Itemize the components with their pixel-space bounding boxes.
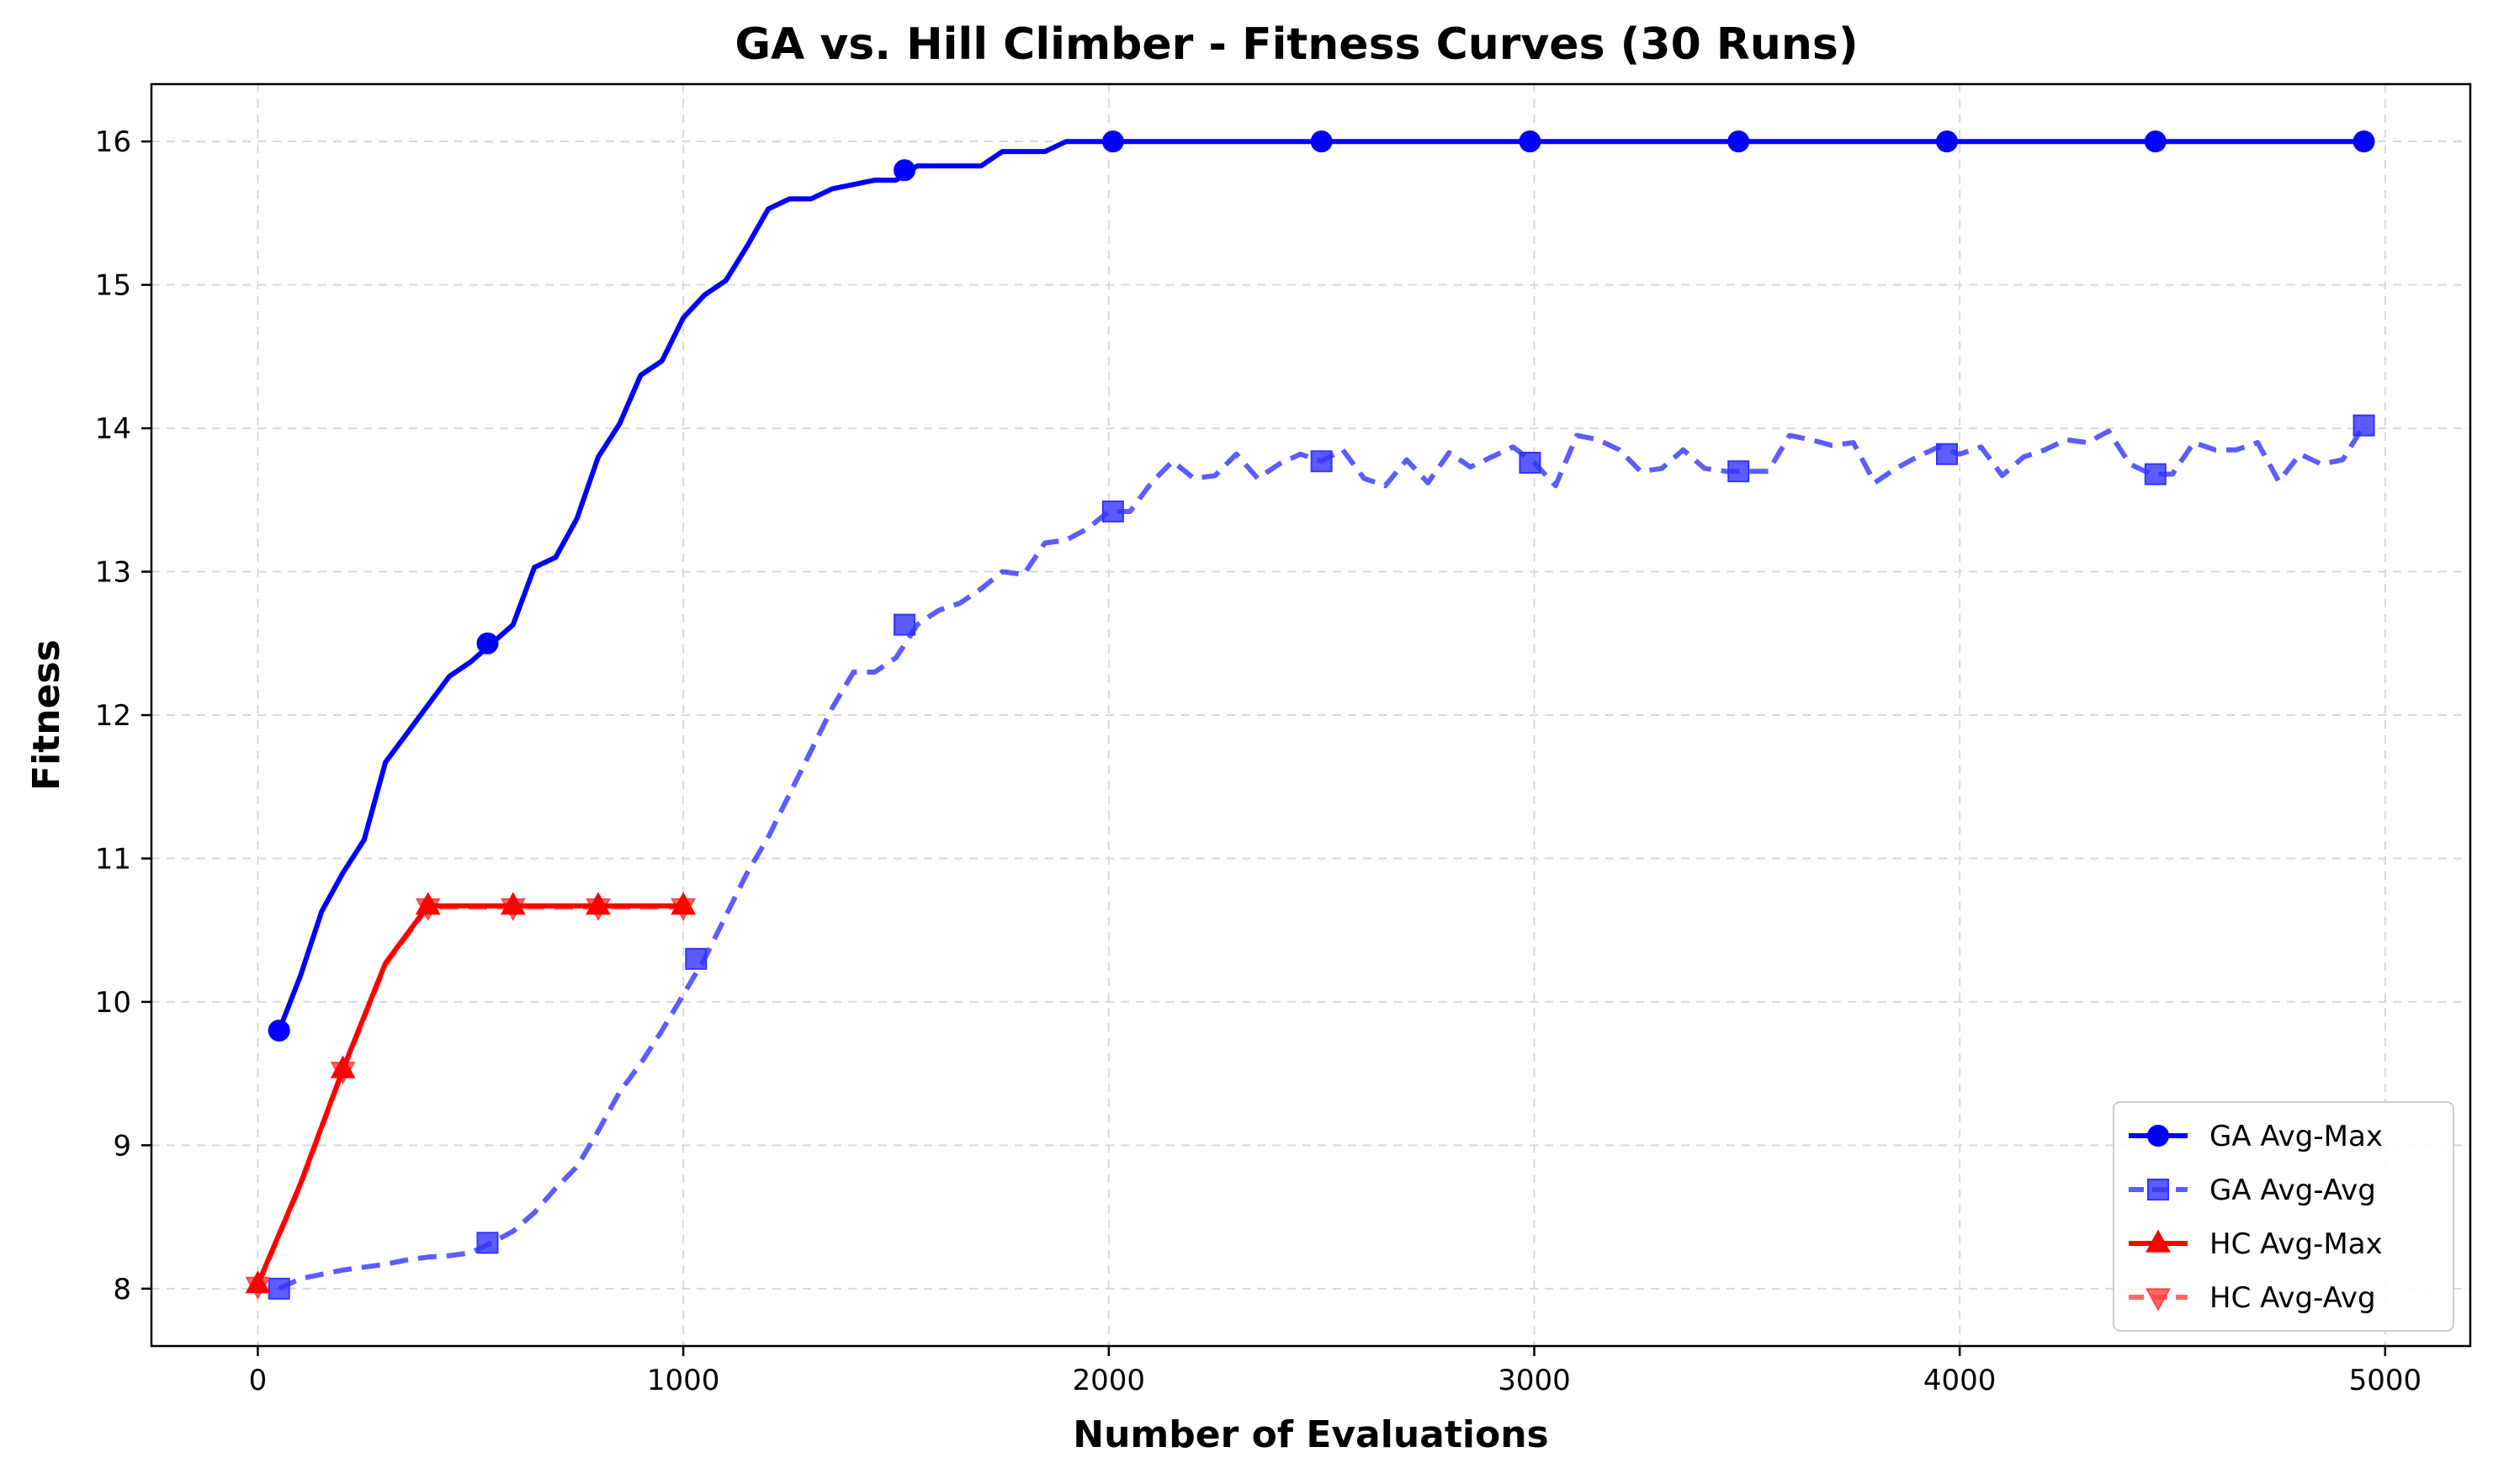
- data-point: [685, 947, 708, 970]
- legend-label: GA Avg-Avg: [2209, 1174, 2376, 1207]
- data-point: [1519, 130, 1541, 153]
- y-tick-label: 14: [95, 412, 131, 446]
- x-tick-label: 2000: [1073, 1364, 1146, 1397]
- y-tick-label: 12: [95, 699, 131, 733]
- x-tick-label: 0: [249, 1364, 268, 1397]
- data-point: [500, 892, 526, 915]
- legend-label: GA Avg-Max: [2209, 1120, 2383, 1153]
- y-tick-label: 11: [95, 842, 131, 876]
- legend-marker: [2146, 1229, 2171, 1253]
- legend-marker: [2147, 1125, 2169, 1147]
- data-point: [2352, 130, 2375, 153]
- data-point: [671, 892, 697, 915]
- data-point: [1936, 443, 1959, 465]
- y-tick-label: 16: [95, 125, 131, 159]
- axis-ticks: 0 1000 2000 3000 4000 5000 8 9 10 11 12 13 14 15 16: [95, 125, 2421, 1397]
- data-point: [1727, 130, 1750, 153]
- legend-label: HC Avg-Avg: [2209, 1281, 2376, 1315]
- grid: [151, 84, 2470, 1346]
- x-tick-label: 1000: [647, 1364, 720, 1397]
- y-tick-label: 8: [113, 1273, 131, 1306]
- data-point: [1519, 452, 1541, 474]
- data-point: [2144, 463, 2167, 485]
- x-tick-label: 5000: [2349, 1364, 2422, 1397]
- data-point: [2352, 414, 2375, 437]
- y-tick-label: 15: [95, 269, 131, 303]
- data-point: [1101, 500, 1124, 522]
- y-tick-label: 10: [95, 986, 131, 1020]
- data-point: [894, 159, 916, 182]
- data-point: [476, 1232, 499, 1254]
- y-axis-label: Fitness: [25, 639, 68, 791]
- data-point: [268, 1277, 290, 1300]
- data-point: [268, 1020, 290, 1041]
- data-point: [476, 632, 499, 655]
- plot-series: [245, 130, 2375, 1300]
- legend-marker: [2147, 1179, 2169, 1200]
- data-point: [330, 1055, 356, 1079]
- data-point: [245, 1270, 271, 1294]
- legend-marker: [2146, 1288, 2171, 1312]
- legend: GA Avg-Max GA Avg-Avg HC Avg-Max HC Avg-Avg: [2113, 1101, 2454, 1332]
- x-tick-label: 3000: [1498, 1364, 1571, 1397]
- data-point: [2144, 130, 2167, 153]
- x-axis-label: Number of Evaluations: [1073, 1413, 1548, 1456]
- chart-title: GA vs. Hill Climber - Fitness Curves (30…: [735, 19, 1858, 70]
- data-point: [1936, 130, 1959, 153]
- data-point: [1727, 460, 1750, 483]
- legend-label: HC Avg-Max: [2209, 1227, 2383, 1261]
- data-point: [1101, 130, 1124, 153]
- data-point: [1310, 130, 1333, 153]
- y-tick-label: 13: [95, 556, 131, 590]
- legend-box: [2113, 1101, 2454, 1332]
- data-point: [586, 892, 611, 915]
- data-point: [1310, 450, 1333, 473]
- series-line: [276, 139, 2364, 1032]
- x-tick-label: 4000: [1923, 1364, 1997, 1397]
- data-point: [415, 892, 441, 915]
- data-point: [894, 613, 916, 636]
- series-line: [255, 903, 684, 1285]
- y-tick-label: 9: [113, 1129, 131, 1163]
